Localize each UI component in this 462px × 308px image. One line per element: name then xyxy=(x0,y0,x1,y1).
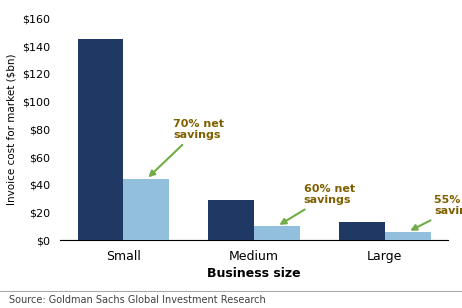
Text: 60% net
savings: 60% net savings xyxy=(281,184,355,224)
Bar xyxy=(385,232,431,240)
Bar xyxy=(339,222,385,240)
Text: 55% net
savings: 55% net savings xyxy=(412,195,462,230)
Bar xyxy=(208,200,254,240)
Y-axis label: Invoice cost for market ($bn): Invoice cost for market ($bn) xyxy=(6,54,17,205)
X-axis label: Business size: Business size xyxy=(207,267,301,280)
Text: 70% net
savings: 70% net savings xyxy=(150,119,224,176)
Bar xyxy=(123,179,169,240)
Text: Source: Goldman Sachs Global Investment Research: Source: Goldman Sachs Global Investment … xyxy=(9,295,266,305)
Bar xyxy=(78,39,123,240)
Bar xyxy=(254,226,300,240)
